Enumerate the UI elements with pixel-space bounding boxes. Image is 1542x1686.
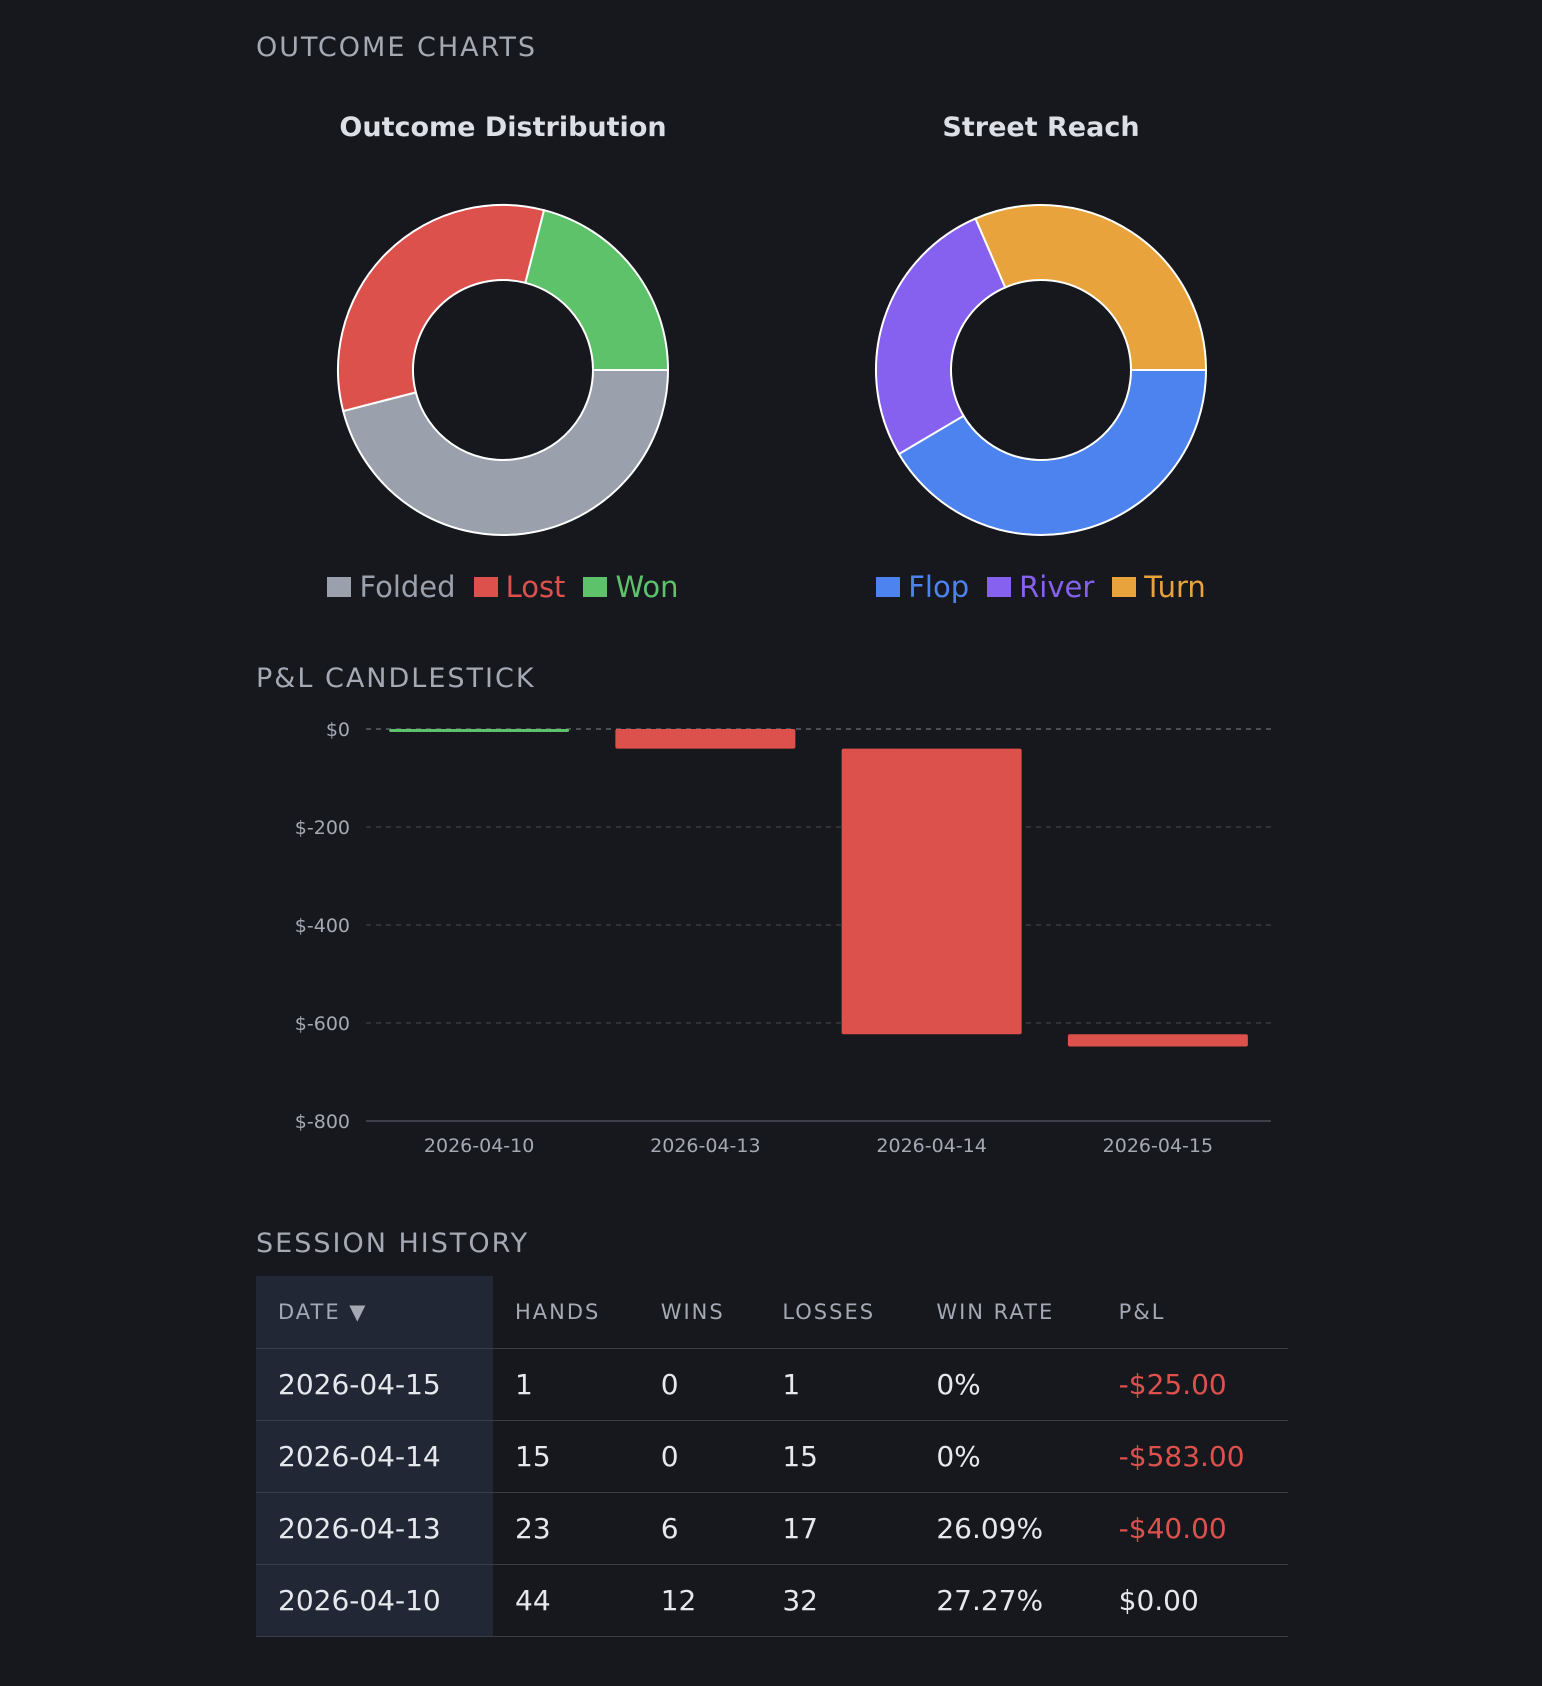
- legend-item-flop[interactable]: Flop: [876, 570, 969, 604]
- y-tick-label: $-400: [295, 915, 350, 937]
- street-reach-legend: Flop River Turn: [791, 570, 1291, 604]
- column-header-losses[interactable]: LOSSES: [760, 1276, 915, 1349]
- section-title-pnl-candlestick: P&L CANDLESTICK: [256, 663, 536, 694]
- slice-river[interactable]: [875, 217, 1007, 456]
- candle-2026-04-15[interactable]: [1067, 1034, 1248, 1047]
- outcome-distribution-donut: [337, 204, 670, 536]
- y-tick-label: $0: [326, 719, 350, 741]
- chart-title-outcome-distribution: Outcome Distribution: [339, 112, 667, 143]
- outcome-distribution-legend: Folded Lost Won: [253, 570, 753, 604]
- x-tick-label: 2026-04-15: [1103, 1135, 1213, 1157]
- cell-date: 2026-04-15: [256, 1348, 493, 1421]
- cell-pnl: $0.00: [1096, 1564, 1288, 1637]
- slice-lost[interactable]: [337, 204, 546, 413]
- slice-won[interactable]: [524, 208, 670, 371]
- x-tick-label: 2026-04-10: [424, 1135, 534, 1157]
- cell-wins: 12: [638, 1564, 761, 1637]
- cell-losses: 32: [760, 1564, 915, 1637]
- slice-turn[interactable]: [974, 204, 1208, 371]
- legend-label: Lost: [505, 570, 566, 604]
- y-tick-label: $-800: [295, 1111, 350, 1133]
- legend-item-turn[interactable]: Turn: [1112, 570, 1206, 604]
- legend-label: Folded: [359, 570, 456, 604]
- cell-pnl: -$40.00: [1096, 1492, 1288, 1565]
- cell-win-rate: 0%: [914, 1420, 1097, 1493]
- legend-label: Turn: [1144, 570, 1206, 604]
- column-header-pnl[interactable]: P&L: [1096, 1276, 1288, 1349]
- legend-item-river[interactable]: River: [987, 570, 1094, 604]
- legend-swatch: [987, 577, 1012, 597]
- cell-hands: 44: [493, 1564, 639, 1637]
- table-header-row: DATE ▼ HANDS WINS LOSSES WIN RATE P&L: [256, 1276, 1288, 1349]
- cell-pnl: -$583.00: [1096, 1420, 1288, 1493]
- legend-swatch: [1112, 577, 1137, 597]
- chart-title-street-reach: Street Reach: [942, 112, 1140, 143]
- section-title-outcome-charts: OUTCOME CHARTS: [256, 32, 538, 63]
- legend-item-folded[interactable]: Folded: [327, 570, 456, 604]
- cell-date: 2026-04-14: [256, 1420, 493, 1493]
- column-header-wins[interactable]: WINS: [638, 1276, 761, 1349]
- pnl-candlestick-chart: $0 $-200 $-400 $-600 $-800 2026-04-10 2026-04-…: [295, 719, 1271, 1157]
- y-tick-label: $-200: [295, 817, 350, 839]
- cell-hands: 1: [493, 1348, 639, 1421]
- cell-pnl: -$25.00: [1096, 1348, 1288, 1421]
- legend-label: Won: [615, 570, 679, 604]
- cell-wins: 0: [638, 1348, 761, 1421]
- table-row[interactable]: 2026-04-13 23 6 17 26.09% -$40.00: [256, 1492, 1288, 1565]
- session-history-table: DATE ▼ HANDS WINS LOSSES WIN RATE P&L 20…: [256, 1276, 1288, 1637]
- cell-losses: 15: [760, 1420, 915, 1493]
- cell-wins: 0: [638, 1420, 761, 1493]
- cell-wins: 6: [638, 1492, 761, 1565]
- x-tick-label: 2026-04-13: [650, 1135, 760, 1157]
- table-row[interactable]: 2026-04-15 1 0 1 0% -$25.00: [256, 1348, 1288, 1421]
- candle-2026-04-10[interactable]: [389, 729, 570, 732]
- cell-date: 2026-04-10: [256, 1564, 493, 1637]
- table-row[interactable]: 2026-04-14 15 0 15 0% -$583.00: [256, 1420, 1288, 1493]
- cell-losses: 17: [760, 1492, 915, 1565]
- slice-folded[interactable]: [341, 369, 670, 536]
- column-header-hands[interactable]: HANDS: [493, 1276, 639, 1349]
- candle-2026-04-13[interactable]: [615, 729, 796, 749]
- legend-item-won[interactable]: Won: [583, 570, 679, 604]
- legend-swatch: [327, 577, 352, 597]
- cell-win-rate: 27.27%: [914, 1564, 1097, 1637]
- legend-label: Flop: [908, 570, 970, 604]
- cell-hands: 15: [493, 1420, 639, 1493]
- cell-win-rate: 26.09%: [914, 1492, 1097, 1565]
- x-tick-label: 2026-04-14: [876, 1135, 986, 1157]
- legend-swatch: [583, 577, 608, 597]
- street-reach-donut: [875, 204, 1208, 536]
- cell-losses: 1: [760, 1348, 915, 1421]
- legend-label: River: [1019, 570, 1095, 604]
- candle-2026-04-14[interactable]: [841, 748, 1022, 1035]
- slice-flop[interactable]: [897, 369, 1208, 536]
- section-title-session-history: SESSION HISTORY: [256, 1228, 530, 1259]
- cell-hands: 23: [493, 1492, 639, 1565]
- y-tick-label: $-600: [295, 1013, 350, 1035]
- cell-win-rate: 0%: [914, 1348, 1097, 1421]
- legend-item-lost[interactable]: Lost: [473, 570, 566, 604]
- column-header-win-rate[interactable]: WIN RATE: [914, 1276, 1097, 1349]
- cell-date: 2026-04-13: [256, 1492, 493, 1565]
- legend-swatch: [876, 577, 901, 597]
- column-header-date[interactable]: DATE ▼: [256, 1276, 493, 1349]
- legend-swatch: [473, 577, 498, 597]
- table-row[interactable]: 2026-04-10 44 12 32 27.27% $0.00: [256, 1564, 1288, 1637]
